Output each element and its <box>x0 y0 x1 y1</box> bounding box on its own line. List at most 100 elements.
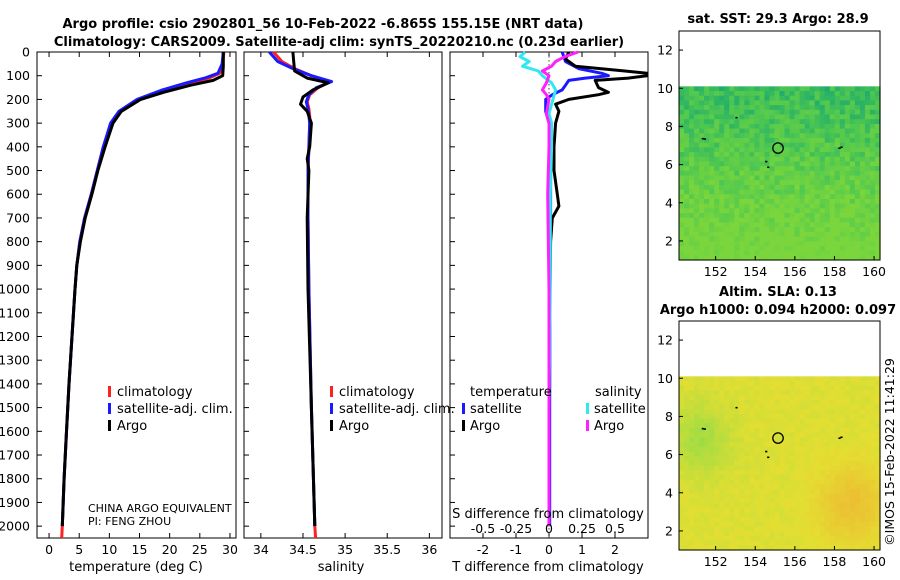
heatmap-cell <box>719 409 725 415</box>
heatmap-cell <box>724 142 730 148</box>
heatmap-cell <box>729 512 735 518</box>
heatmap-cell <box>814 456 821 462</box>
heatmap-cell <box>874 381 881 387</box>
heatmap-cell <box>784 227 791 233</box>
heatmap-cell <box>689 512 695 518</box>
heatmap-cell <box>849 222 856 228</box>
heatmap-cell <box>799 161 806 167</box>
heatmap-cell <box>689 245 695 252</box>
heatmap-cell <box>699 418 705 424</box>
heatmap-cell <box>849 470 856 476</box>
heatmap-cell <box>854 413 861 420</box>
heatmap-cell <box>819 451 826 457</box>
heatmap-cell <box>789 507 796 514</box>
legend-temp-satellite: satellite <box>470 402 522 417</box>
heatmap-cell <box>804 503 811 509</box>
map-x-tick-label: 154 <box>743 554 767 569</box>
heatmap-cell <box>824 545 831 551</box>
heatmap-cell <box>759 105 766 111</box>
heatmap-cell <box>814 545 821 551</box>
heatmap-cell <box>789 147 796 153</box>
heatmap-cell <box>859 451 866 457</box>
island-mark <box>735 406 738 409</box>
heatmap-cell <box>764 399 771 406</box>
heatmap-cell <box>769 535 776 542</box>
heatmap-cell <box>859 91 866 97</box>
heatmap-cell <box>834 474 841 481</box>
heatmap-cell <box>774 128 781 134</box>
heatmap-cell <box>779 526 786 532</box>
heatmap-cell <box>754 114 761 120</box>
heatmap-cell <box>719 531 725 537</box>
heatmap-cell <box>829 456 836 462</box>
heatmap-cell <box>864 137 871 144</box>
heatmap-cell <box>684 484 690 490</box>
heatmap-cell <box>684 231 690 238</box>
heatmap-cell <box>854 175 861 181</box>
heatmap-cell <box>844 488 851 495</box>
heatmap-cell <box>774 161 781 167</box>
heatmap-cell <box>834 535 841 542</box>
heatmap-cell <box>874 128 881 134</box>
heatmap-cell <box>694 498 700 504</box>
heatmap-cell <box>709 395 715 401</box>
heatmap-cell <box>844 474 851 481</box>
heatmap-cell <box>709 175 715 181</box>
heatmap-cell <box>724 521 730 528</box>
heatmap-cell <box>709 484 715 490</box>
legend-sal-satellite: satellite <box>594 402 646 417</box>
heatmap-cell <box>764 255 771 261</box>
heatmap-cell <box>854 203 861 209</box>
heatmap-cell <box>839 474 846 481</box>
heatmap-cell <box>804 390 811 396</box>
heatmap-cell <box>709 423 715 429</box>
heatmap-cell <box>839 465 846 471</box>
heatmap-cell <box>719 456 725 462</box>
heatmap-cell <box>719 446 725 453</box>
heatmap-cell <box>759 227 766 233</box>
heatmap-cell <box>769 109 776 116</box>
heatmap-cell <box>719 385 725 392</box>
heatmap-cell <box>749 184 755 191</box>
heatmap-cell <box>824 479 831 485</box>
y-tick-label: 2000 <box>0 519 30 534</box>
heatmap-cell <box>759 535 766 542</box>
heatmap-cell <box>769 451 776 457</box>
heatmap-cell <box>714 404 720 410</box>
heatmap-cell <box>749 385 755 392</box>
heatmap-cell <box>749 245 755 252</box>
heatmap-cell <box>784 208 791 214</box>
heatmap-cell <box>759 203 766 209</box>
heatmap-cell <box>754 250 761 256</box>
heatmap-cell <box>704 213 710 219</box>
heatmap-cell <box>714 180 720 186</box>
heatmap-cell <box>689 432 695 438</box>
heatmap-cell <box>754 137 761 144</box>
heatmap-cell <box>829 86 836 92</box>
legend-argo: Argo <box>339 419 369 434</box>
heatmap-cell <box>699 540 705 546</box>
heatmap-cell <box>814 123 821 130</box>
heatmap-cell <box>854 109 861 116</box>
heatmap-cell <box>864 460 871 467</box>
heatmap-cell <box>844 170 851 177</box>
heatmap-cell <box>784 540 791 546</box>
heatmap-cell <box>799 545 806 551</box>
heatmap-cell <box>784 123 791 130</box>
heatmap-cell <box>709 413 715 420</box>
heatmap-cell <box>839 488 846 495</box>
heatmap-cell <box>769 166 776 172</box>
heatmap-cell <box>734 184 740 191</box>
heatmap-cell <box>834 203 841 209</box>
heatmap-cell <box>789 250 796 256</box>
heatmap-cell <box>779 161 786 167</box>
heatmap-cell <box>849 395 856 401</box>
heatmap-cell <box>824 166 831 172</box>
heatmap-cell <box>739 451 745 457</box>
heatmap-cell <box>679 409 685 415</box>
heatmap-cell <box>804 203 811 209</box>
heatmap-cell <box>679 100 685 106</box>
heatmap-cell <box>709 86 715 92</box>
sst-map-title: sat. SST: 29.3 Argo: 28.9 <box>687 12 868 27</box>
legend-swatch-climatology <box>330 386 333 397</box>
